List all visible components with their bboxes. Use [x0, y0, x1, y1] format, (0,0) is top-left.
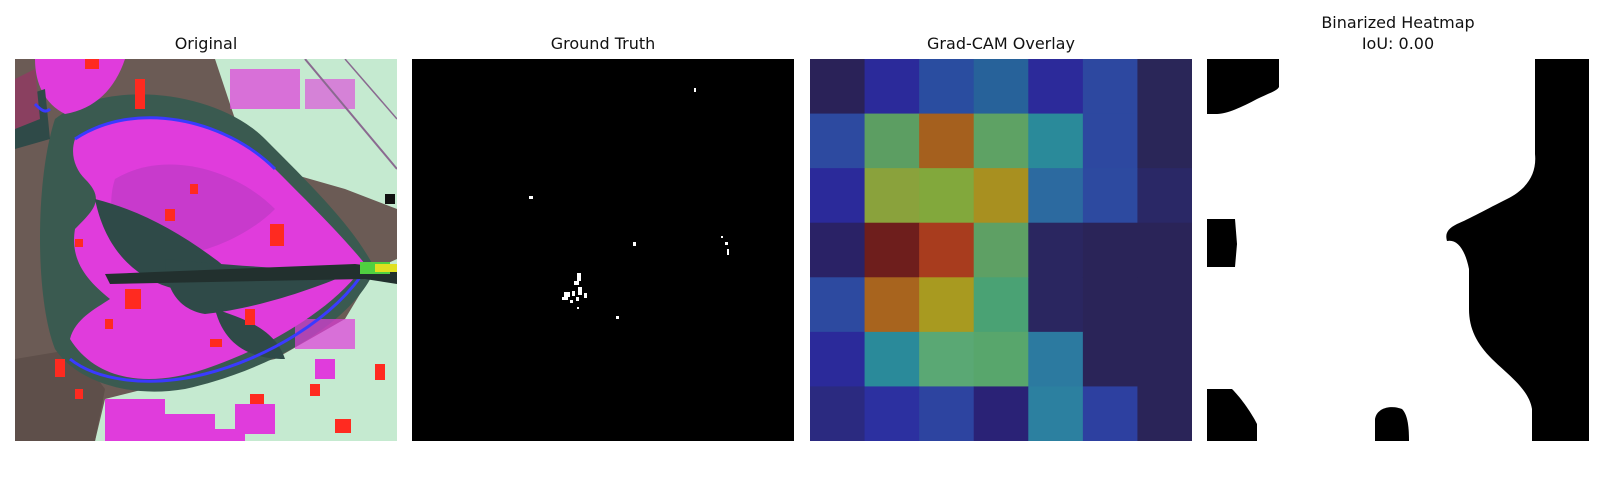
heatmap-cell: [864, 386, 920, 441]
heatmap-cell: [973, 168, 1029, 224]
heatmap-cell: [1028, 222, 1084, 278]
ground-truth-mask: [412, 59, 794, 441]
heatmap-cell: [973, 59, 1029, 115]
heatmap-cell: [1082, 277, 1138, 333]
heatmap-cell: [810, 59, 866, 115]
heatmap-cell: [919, 113, 975, 169]
heatmap-cell: [1082, 331, 1138, 387]
heatmap-cell: [1028, 59, 1084, 115]
heatmap-cell: [973, 222, 1029, 278]
heatmap-cell: [1082, 222, 1138, 278]
heatmap-cell: [1137, 386, 1192, 441]
gradcam-heatmap: [810, 59, 1192, 441]
heatmap-cell: [1082, 386, 1138, 441]
heatmap-cell: [864, 59, 920, 115]
heatmap-cell: [973, 386, 1029, 441]
heatmap-cell: [864, 277, 920, 333]
panel-title: Ground Truth: [550, 34, 656, 53]
heatmap-cell: [919, 222, 975, 278]
heatmap-cell: [864, 168, 920, 224]
heatmap-cell: [1137, 222, 1192, 278]
heatmap-cell: [810, 277, 866, 333]
heatmap-cell: [1137, 168, 1192, 224]
heatmap-cell: [1082, 168, 1138, 224]
panel-title: Grad-CAM Overlay: [927, 34, 1075, 53]
heatmap-cell: [973, 331, 1029, 387]
heatmap-cell: [810, 168, 866, 224]
heatmap-cell: [864, 331, 920, 387]
heatmap-cell: [1137, 331, 1192, 387]
heatmap-cell: [973, 113, 1029, 169]
heatmap-cell: [1028, 277, 1084, 333]
panel-title-line1: Binarized Heatmap: [1321, 13, 1475, 32]
heatmap-cell: [1137, 59, 1192, 115]
heatmap-cell: [919, 59, 975, 115]
heatmap-cell: [864, 113, 920, 169]
heatmap-cell: [810, 386, 866, 441]
binarized-mask: [1207, 59, 1589, 441]
heatmap-cell: [919, 386, 975, 441]
heatmap-cell: [1028, 113, 1084, 169]
heatmap-cell: [810, 113, 866, 169]
heatmap-cell: [919, 168, 975, 224]
panel-title: Original: [174, 34, 238, 53]
heatmap-cell: [1082, 59, 1138, 115]
heatmap-cell: [810, 222, 866, 278]
heatmap-cell: [1028, 386, 1084, 441]
heatmap-cell: [864, 222, 920, 278]
heatmap-cell: [1028, 331, 1084, 387]
original-image: [15, 59, 397, 441]
heatmap-cell: [919, 277, 975, 333]
heatmap-cell: [1137, 113, 1192, 169]
heatmap-cell: [1028, 168, 1084, 224]
iou-score: IoU: 0.00: [1361, 34, 1435, 53]
heatmap-cell: [1137, 277, 1192, 333]
heatmap-cell: [919, 331, 975, 387]
heatmap-cell: [1082, 113, 1138, 169]
heatmap-cell: [810, 331, 866, 387]
heatmap-cell: [973, 277, 1029, 333]
